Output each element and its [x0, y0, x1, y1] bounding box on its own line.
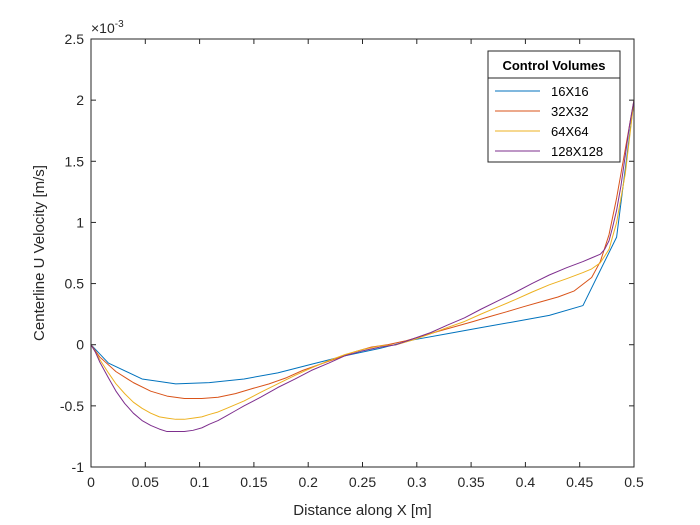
y-axis-label: Centerline U Velocity [m/s]: [31, 165, 48, 341]
y-tick-label: 0.5: [65, 276, 85, 292]
y-exponent-power: -3: [115, 19, 124, 30]
y-tick-label: 1.5: [65, 153, 85, 169]
legend-label-32x32: 32X32: [551, 104, 589, 119]
legend-label-64x64: 64X64: [551, 124, 589, 139]
x-tick-label: 0.2: [298, 474, 318, 490]
x-tick-label: 0.35: [457, 474, 484, 490]
x-axis-label: Distance along X [m]: [293, 502, 431, 519]
x-tick-label: 0.5: [624, 474, 644, 490]
x-tick-label: 0.3: [407, 474, 427, 490]
series-line-64x64: [90, 100, 635, 420]
y-tick-label: 1: [76, 214, 84, 230]
x-tick-label: 0.45: [566, 474, 593, 490]
legend-items: 16X16 32X32 64X64 128X128: [495, 84, 603, 159]
x-tick-label: 0.4: [516, 474, 536, 490]
x-axis-ticks: 0 0.05 0.1 0.15 0.2 0.25 0.3 0.35 0.4 0.45 0.5: [87, 39, 644, 490]
y-exponent-base: ×10: [91, 20, 115, 36]
y-axis-ticks: -1 -0.5 0 0.5 1 1.5 2 2.5: [60, 31, 634, 475]
legend: Control Volumes 16X16 32X32 64X64 128X128: [487, 50, 621, 163]
y-tick-label: 0: [76, 337, 84, 353]
y-tick-label: -0.5: [60, 398, 84, 414]
x-tick-label: 0: [87, 474, 95, 490]
legend-label-128x128: 128X128: [551, 144, 603, 159]
y-axis-exponent: ×10-3: [91, 19, 124, 36]
legend-box: [487, 50, 621, 163]
x-tick-label: 0.1: [190, 474, 210, 490]
legend-label-16x16: 16X16: [551, 84, 589, 99]
y-tick-label: 2: [76, 92, 84, 108]
x-tick-label: 0.15: [240, 474, 267, 490]
y-tick-label: -1: [72, 459, 85, 475]
legend-title: Control Volumes: [502, 58, 605, 73]
y-tick-label: 2.5: [65, 31, 85, 47]
x-tick-label: 0.25: [349, 474, 376, 490]
series-line-128x128: [90, 100, 635, 433]
x-tick-label: 0.05: [132, 474, 159, 490]
series-line-16x16: [90, 100, 635, 385]
series-layer: [90, 100, 635, 433]
